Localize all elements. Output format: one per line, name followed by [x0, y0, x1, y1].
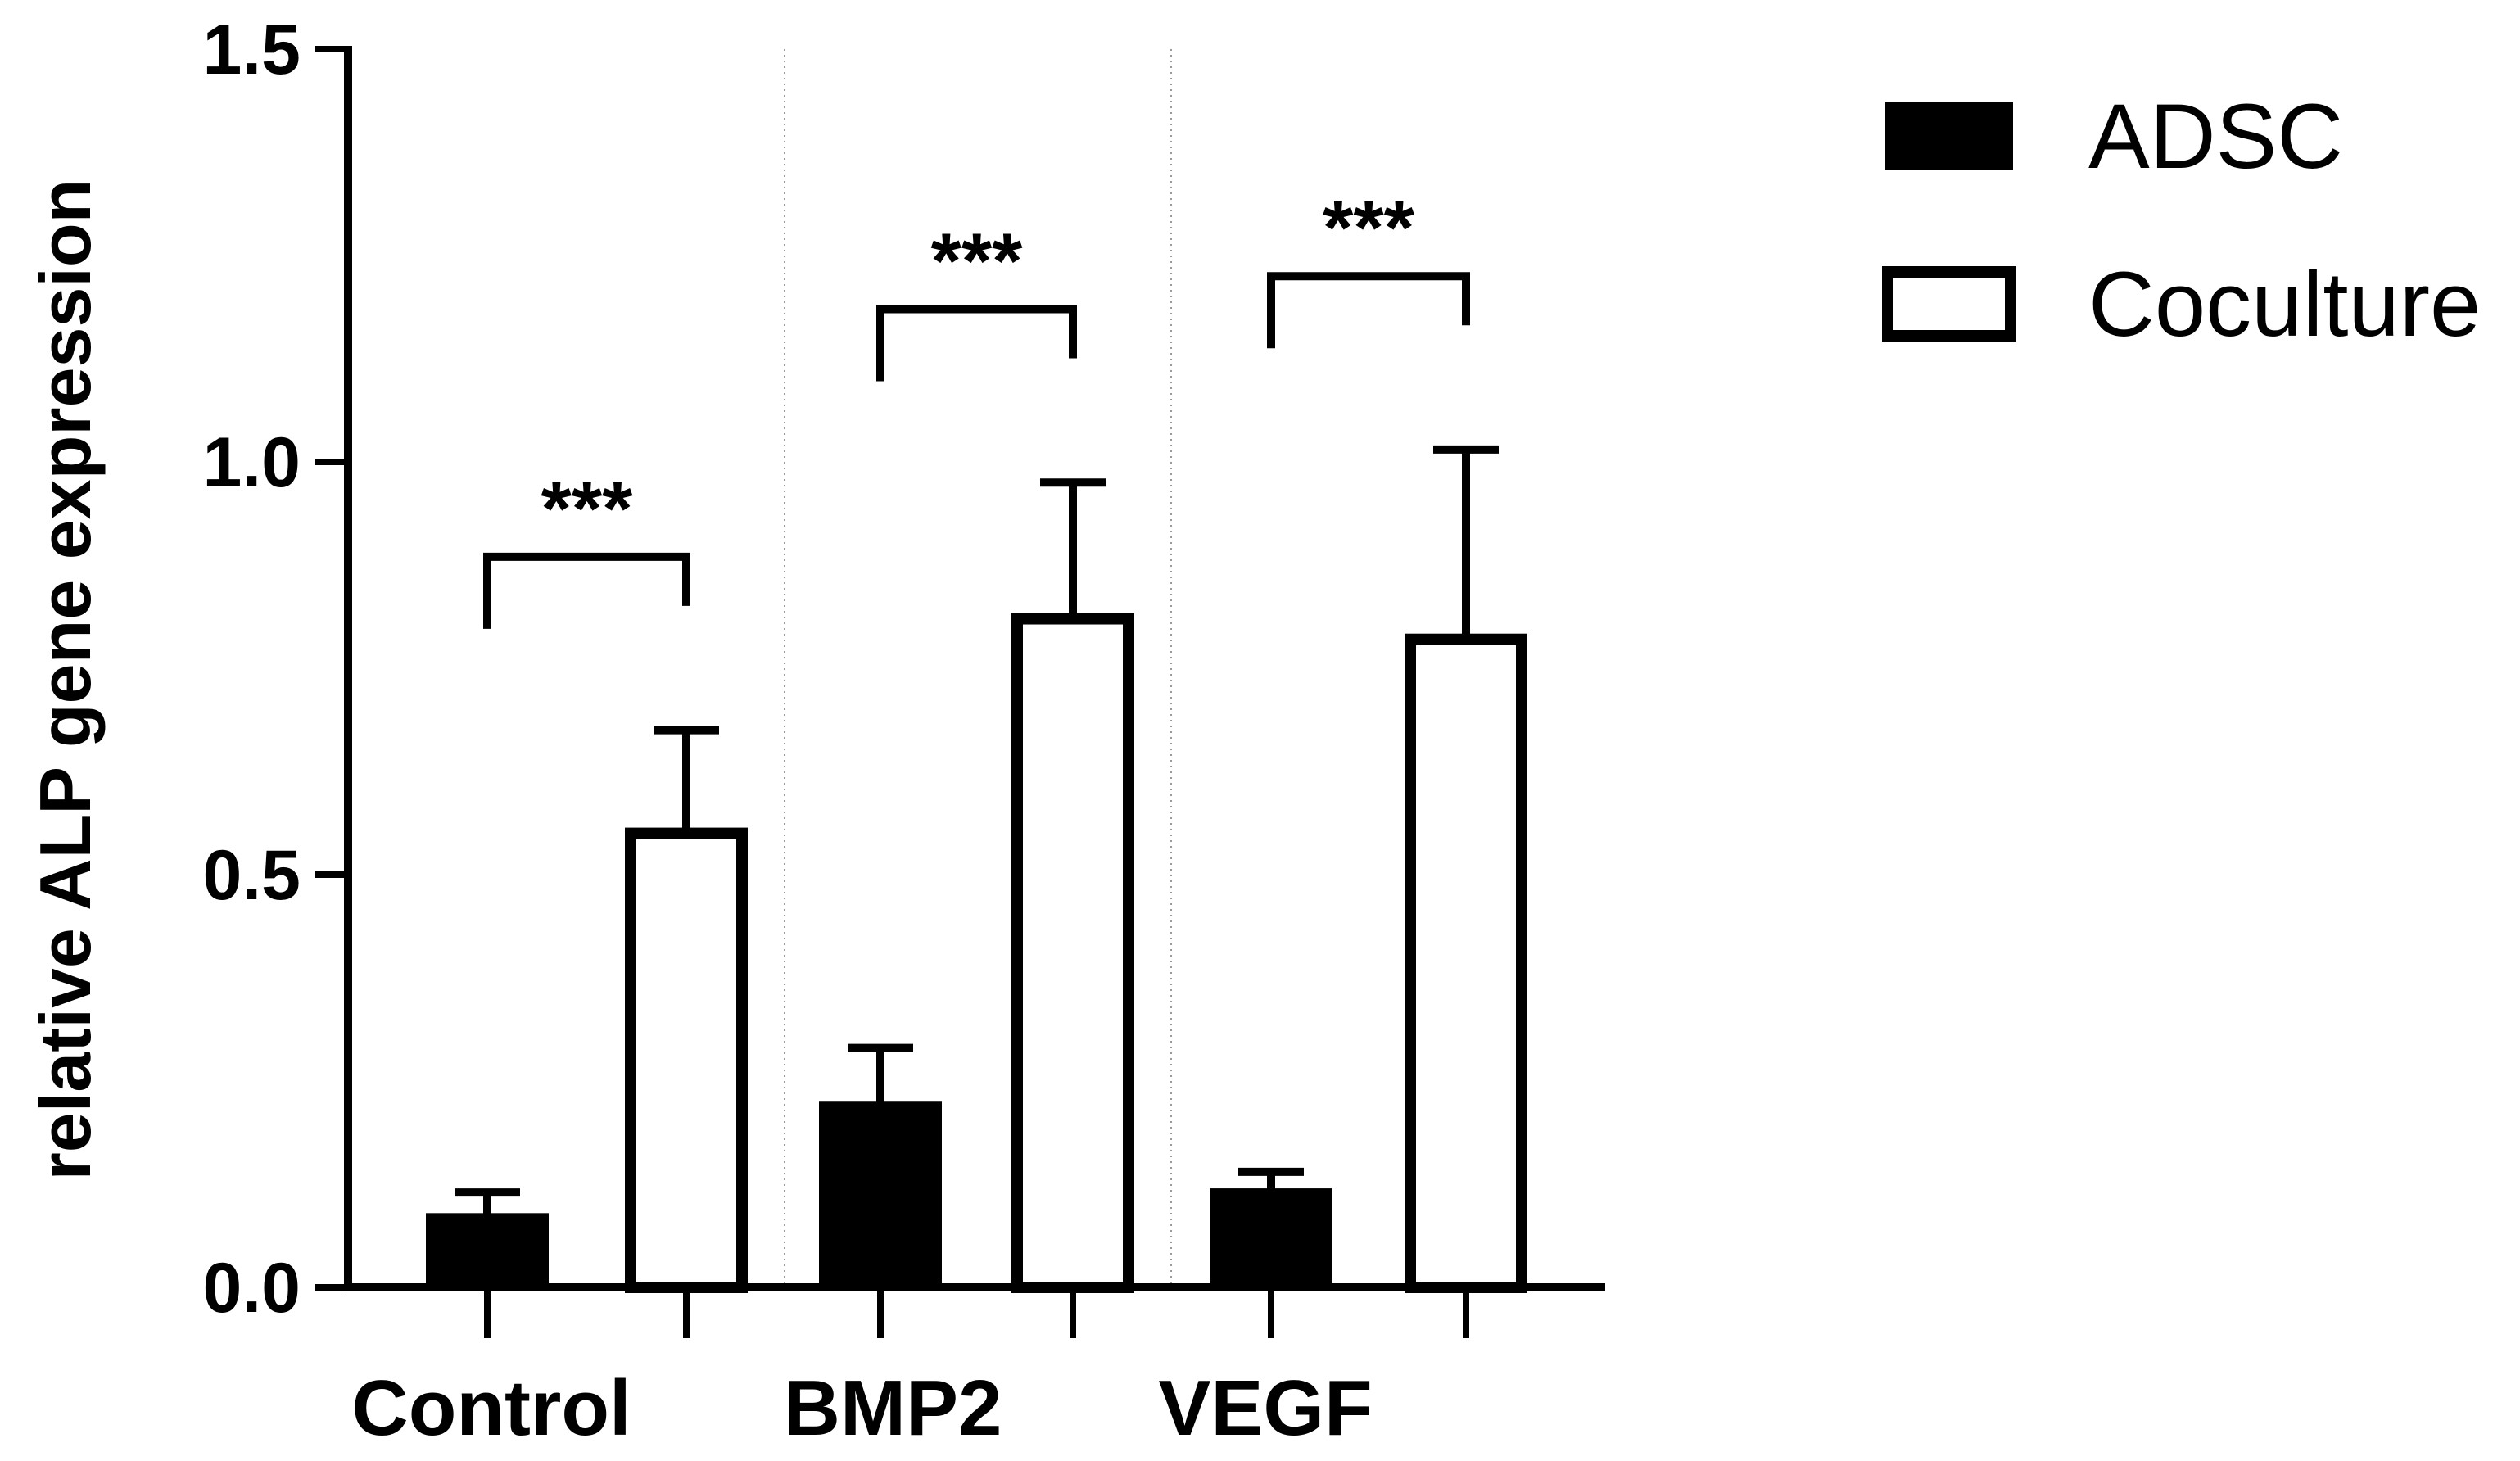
bar-coculture-vegf: [1405, 633, 1527, 1293]
category-label: Control: [351, 1364, 631, 1452]
significance-label: ***: [1323, 184, 1415, 272]
significance-label: ***: [541, 465, 633, 553]
bars: [426, 613, 1527, 1293]
error-bar-adsc-vegf: [1238, 1167, 1304, 1193]
bar-adsc-control: [426, 1213, 549, 1291]
significance-bracket-control: ***: [483, 465, 690, 629]
bracket-line: [483, 552, 690, 629]
legend: ADSC Coculture: [1882, 85, 2481, 355]
significance-bracket-bmp2: ***: [876, 218, 1077, 382]
significance-bracket-vegf: ***: [1267, 184, 1470, 349]
y-tick-label: 1.5: [202, 11, 301, 89]
y-tick-label: 0.5: [202, 836, 301, 915]
error-bars: [455, 445, 1499, 1218]
error-bar-adsc-control: [455, 1188, 520, 1218]
y-tick-label: 1.0: [202, 423, 301, 502]
error-bar-coculture-control: [654, 726, 719, 834]
legend-item-adsc: ADSC: [1885, 85, 2343, 188]
error-bar-coculture-vegf: [1433, 445, 1499, 640]
error-bar-coculture-bmp2: [1040, 478, 1106, 619]
legend-swatch: [1885, 102, 2013, 170]
legend-label: Coculture: [2088, 253, 2481, 355]
y-ticks: 0.0 0.5 1.0 1.5: [202, 11, 348, 1328]
legend-item-coculture: Coculture: [1882, 253, 2481, 355]
group-dividers: [784, 49, 1172, 1287]
bar-coculture-control: [625, 827, 748, 1293]
category-label: VEGF: [1158, 1364, 1372, 1452]
significance-brackets: *** *** ***: [483, 184, 1470, 629]
error-bar-adsc-bmp2: [848, 1043, 913, 1106]
y-axis-label: relative ALP gene expression: [25, 179, 106, 1181]
bracket-line: [1267, 272, 1470, 349]
category-label: BMP2: [784, 1364, 1002, 1452]
bar-coculture-bmp2: [1011, 613, 1134, 1293]
legend-swatch: [1882, 266, 2016, 342]
legend-label: ADSC: [2088, 85, 2343, 188]
bar-adsc-bmp2: [819, 1101, 942, 1291]
y-tick-label: 0.0: [202, 1249, 301, 1328]
axes: [344, 46, 1605, 1291]
bar-adsc-vegf: [1210, 1188, 1332, 1291]
x-ticks: Control BMP2 VEGF: [351, 1287, 1469, 1452]
bracket-line: [876, 305, 1077, 382]
significance-label: ***: [930, 218, 1023, 305]
